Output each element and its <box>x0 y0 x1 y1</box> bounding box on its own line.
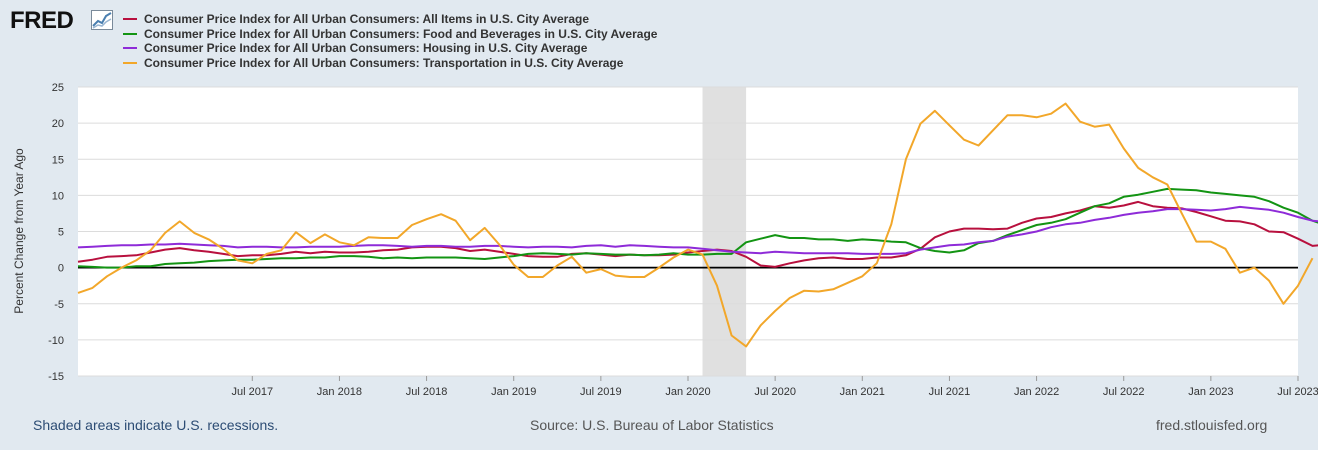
y-tick-label: -10 <box>48 335 64 347</box>
source-note: Source: U.S. Bureau of Labor Statistics <box>530 417 774 433</box>
y-tick-label: 5 <box>58 227 64 239</box>
fred-chart-logo-icon <box>91 10 113 30</box>
legend-item-housing[interactable]: Consumer Price Index for All Urban Consu… <box>123 41 657 56</box>
x-tick-label: Jan 2021 <box>840 386 885 398</box>
chart-legend: Consumer Price Index for All Urban Consu… <box>123 12 657 70</box>
legend-label: Consumer Price Index for All Urban Consu… <box>144 55 624 70</box>
x-tick-label: Jan 2023 <box>1188 386 1233 398</box>
y-tick-label: 20 <box>52 118 64 130</box>
y-axis-label: Percent Change from Year Ago <box>12 148 26 314</box>
x-tick-label: Jul 2017 <box>231 386 273 398</box>
series-layer <box>77 102 1318 348</box>
x-tick-label: Jul 2023 <box>1277 386 1318 398</box>
legend-swatch <box>123 61 137 64</box>
legend-swatch <box>123 47 137 50</box>
site-link[interactable]: fred.stlouisfed.org <box>1156 417 1268 433</box>
series-line-transportation[interactable] <box>77 102 1314 348</box>
y-tick-label: 0 <box>58 263 64 275</box>
x-tick-label: Jan 2019 <box>491 386 536 398</box>
x-tick-label: Jan 2022 <box>1014 386 1059 398</box>
x-tick-label: Jul 2019 <box>580 386 622 398</box>
x-tick-label: Jul 2020 <box>754 386 796 398</box>
y-tick-label: -15 <box>48 371 64 383</box>
legend-label: Consumer Price Index for All Urban Consu… <box>144 12 589 26</box>
legend-label: Consumer Price Index for All Urban Consu… <box>144 41 588 55</box>
legend-label: Consumer Price Index for All Urban Consu… <box>144 26 658 41</box>
recession-note[interactable]: Shaded areas indicate U.S. recessions. <box>33 417 279 433</box>
legend-item-food[interactable]: Consumer Price Index for All Urban Consu… <box>123 27 657 42</box>
x-tick-label: Jul 2021 <box>929 386 971 398</box>
series-line-housing[interactable] <box>77 205 1318 255</box>
legend-swatch <box>123 18 137 21</box>
x-tick-label: Jan 2018 <box>317 386 362 398</box>
legend-item-all-items[interactable]: Consumer Price Index for All Urban Consu… <box>123 12 657 27</box>
x-tick-label: Jul 2022 <box>1103 386 1145 398</box>
y-tick-label: -5 <box>54 299 64 311</box>
series-line-food[interactable] <box>77 187 1318 269</box>
x-tick-label: Jul 2018 <box>406 386 448 398</box>
legend-swatch <box>123 32 137 35</box>
x-axis-ticks: Jul 2017 Jan 2018 Jul 2018 Jan 2019 Jul 2019… <box>231 376 1318 398</box>
y-tick-label: 15 <box>52 154 64 166</box>
y-axis-ticks: 25 20 15 10 5 0 -5 -10 -15 <box>48 82 64 383</box>
y-tick-label: 10 <box>52 190 64 202</box>
fred-logo[interactable]: FRED <box>10 7 74 34</box>
legend-item-transportation[interactable]: Consumer Price Index for All Urban Consu… <box>123 56 657 71</box>
y-tick-label: 25 <box>52 82 64 94</box>
x-tick-label: Jan 2020 <box>665 386 710 398</box>
